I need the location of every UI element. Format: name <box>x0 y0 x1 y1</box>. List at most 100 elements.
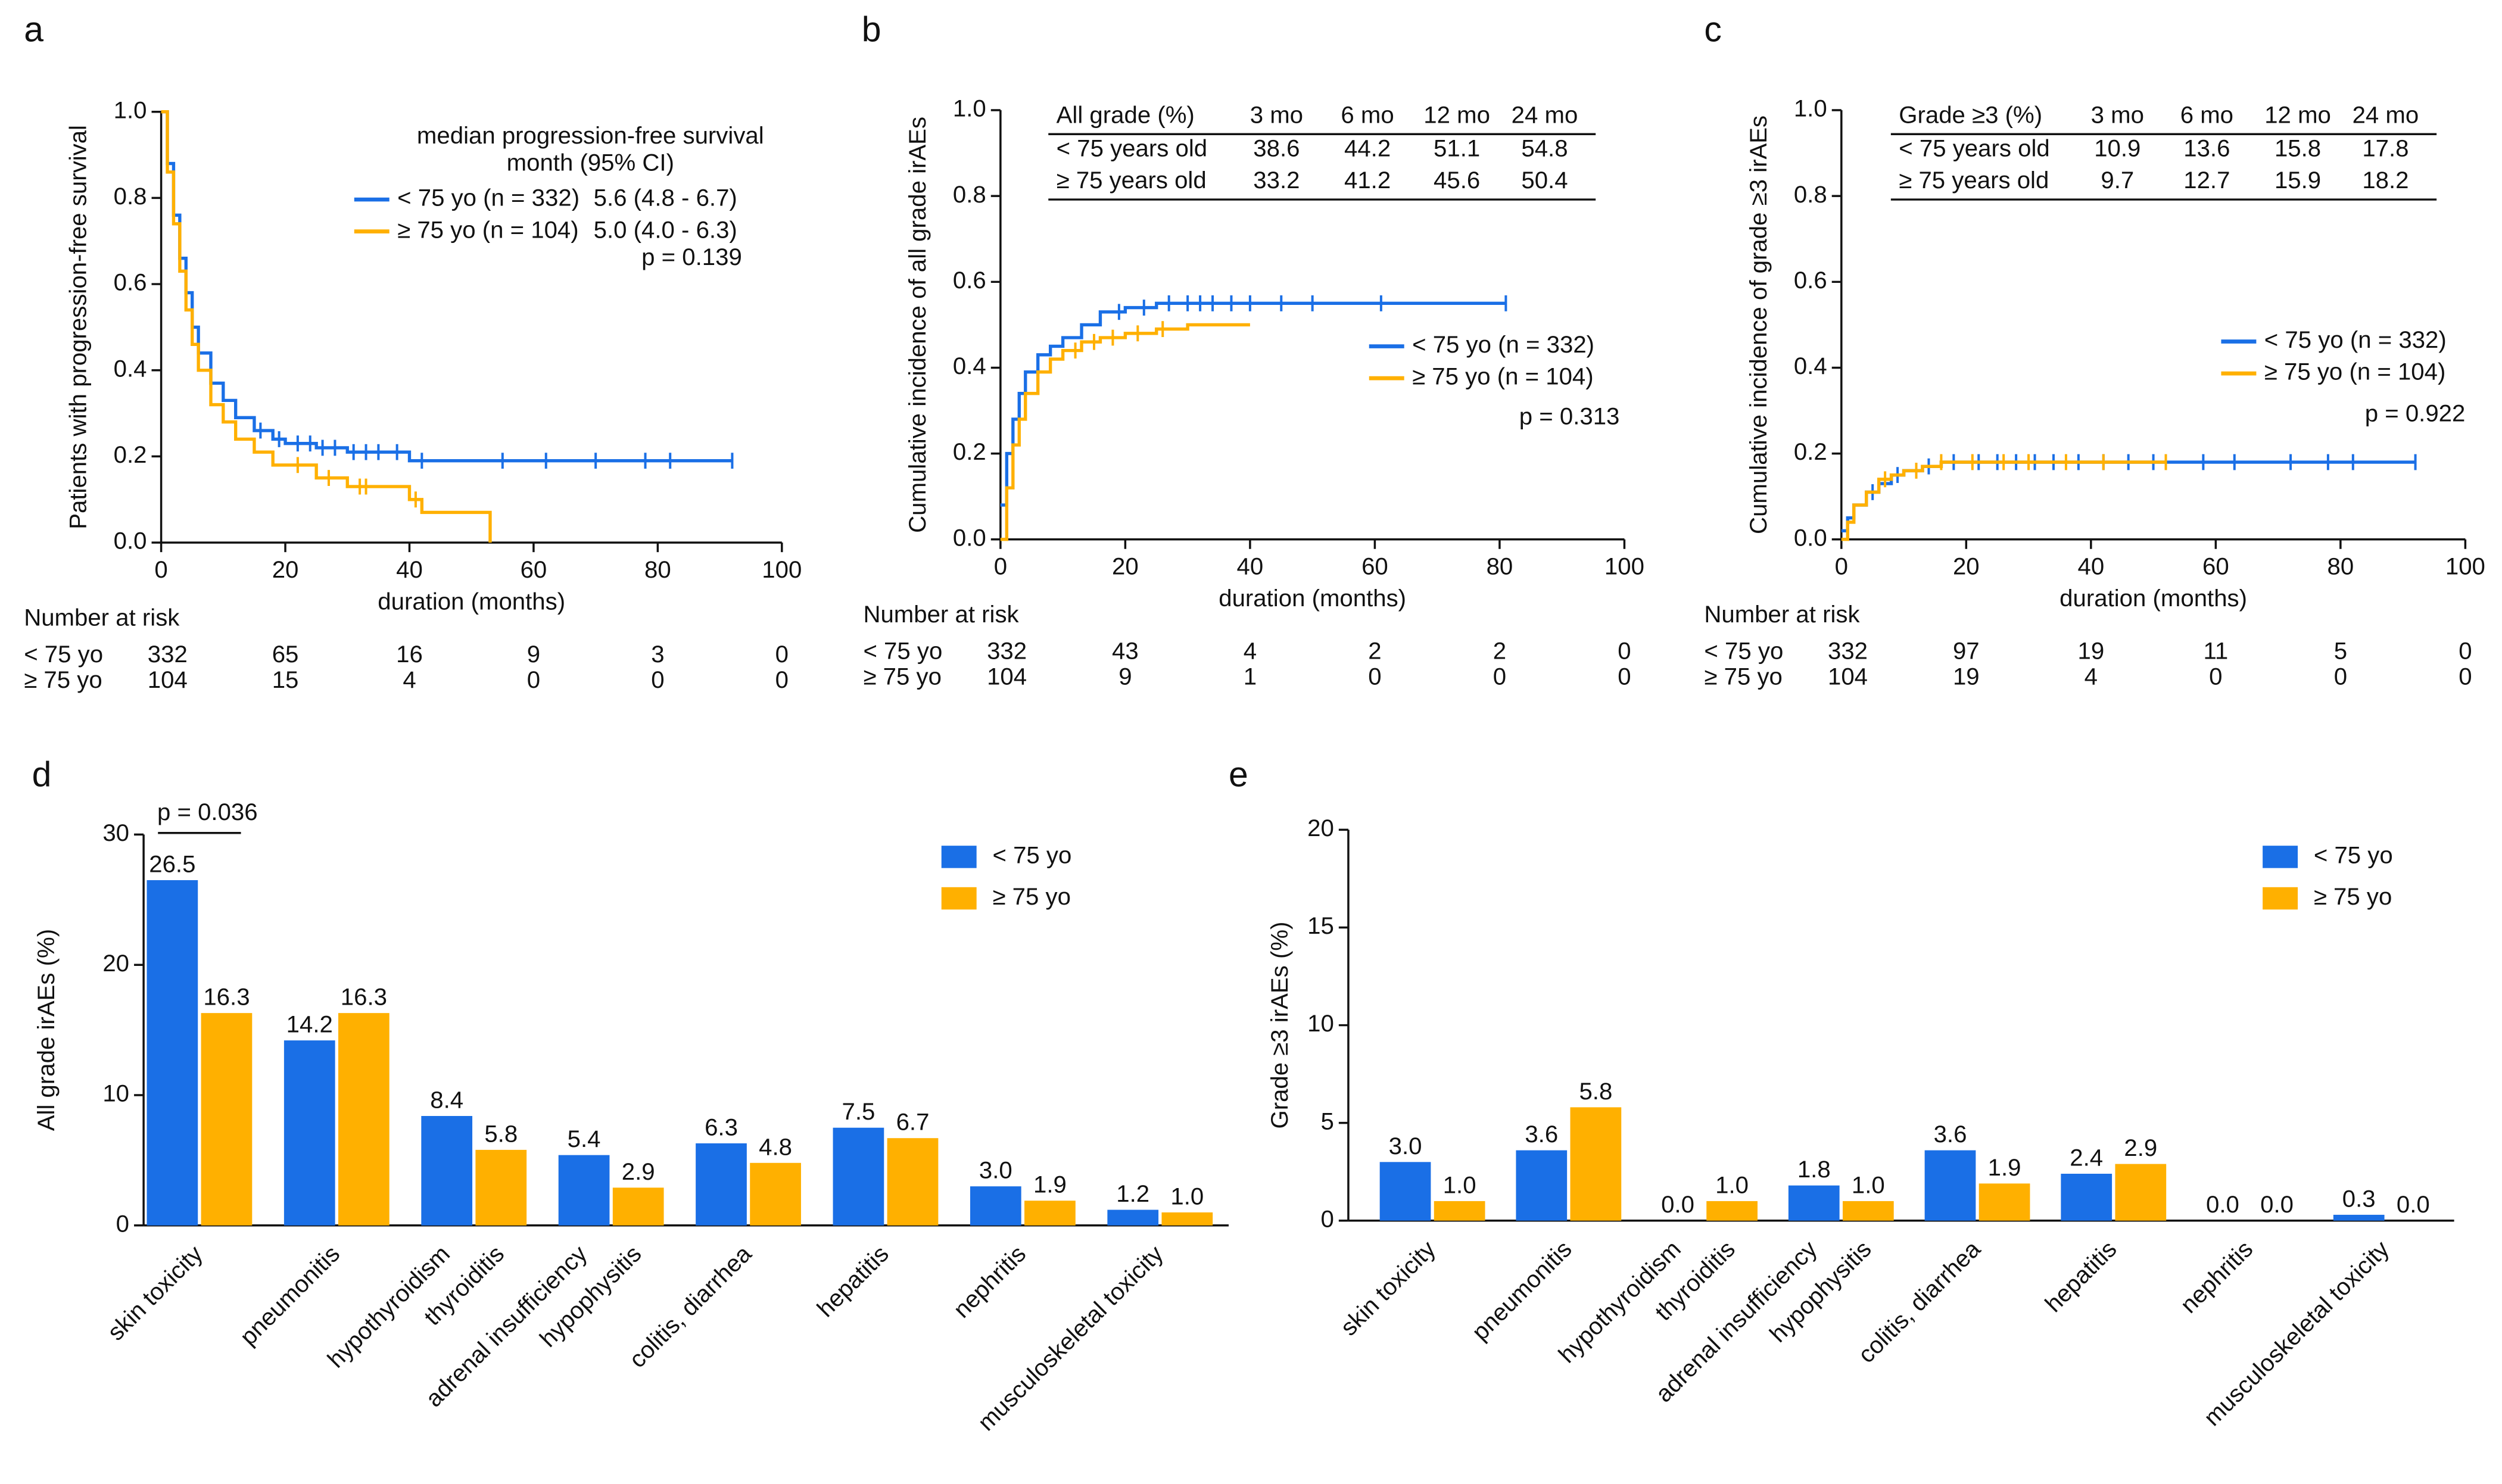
bar <box>1107 1209 1159 1226</box>
table-header: 12 mo <box>1423 101 1490 128</box>
table-header: 12 mo <box>2264 101 2331 128</box>
risk-row-label: < 75 yo <box>863 638 942 665</box>
risk-count: 332 <box>148 641 188 668</box>
bar <box>2333 1214 2385 1221</box>
x-tick-label: 80 <box>644 556 671 583</box>
value-label: 16.3 <box>203 984 250 1011</box>
x-category-label: pneumonitis <box>235 1240 345 1351</box>
x-tick-label: 0 <box>1835 553 1848 580</box>
risk-count: 2 <box>1368 638 1381 665</box>
legend-median: 5.0 (4.0 - 6.3) <box>594 216 737 243</box>
value-label: 1.0 <box>1443 1171 1476 1198</box>
bar <box>1924 1150 1976 1221</box>
bar <box>1434 1201 1485 1221</box>
legend-label: < 75 yo (n = 332) <box>397 185 579 211</box>
risk-count: 0 <box>2209 663 2222 690</box>
survival-curve <box>1000 301 1506 507</box>
table-cell: 12.7 <box>2183 167 2230 194</box>
risk-count: 19 <box>1953 663 1980 690</box>
bar <box>1024 1201 1076 1226</box>
value-label: 1.0 <box>1170 1183 1204 1209</box>
bar <box>1379 1162 1431 1221</box>
risk-count: 43 <box>1112 638 1139 665</box>
survival-curve <box>1841 460 2416 533</box>
risk-count: 0 <box>1618 638 1631 665</box>
x-tick-label: 60 <box>1361 553 1388 580</box>
x-tick-label: 40 <box>396 556 423 583</box>
bar <box>421 1116 473 1226</box>
risk-count: 0 <box>2459 663 2472 690</box>
p-value: p = 0.139 <box>641 244 742 270</box>
x-category-label: nephritis <box>948 1240 1031 1323</box>
bar <box>558 1155 610 1226</box>
table-cell: 33.2 <box>1253 167 1300 194</box>
x-axis-label: duration (months) <box>1219 585 1406 612</box>
y-tick-label: 0.4 <box>114 355 147 382</box>
risk-count: 104 <box>1828 663 1868 690</box>
risk-count: 65 <box>272 641 299 668</box>
x-category-label: skin toxicity <box>1335 1236 1441 1341</box>
x-tick-label: 60 <box>521 556 547 583</box>
value-label: 7.5 <box>842 1098 875 1125</box>
x-tick-label: 0 <box>994 553 1007 580</box>
y-tick-label: 0.2 <box>1794 438 1827 465</box>
table-header: 6 mo <box>1341 101 1394 128</box>
bar <box>887 1138 939 1226</box>
x-tick-label: 80 <box>1487 553 1513 580</box>
table-header: 3 mo <box>1250 101 1303 128</box>
value-label: 0.0 <box>2206 1191 2239 1218</box>
y-axis-label: Grade ≥3 irAEs (%) <box>1266 922 1293 1129</box>
value-label: 6.3 <box>705 1114 738 1140</box>
bar <box>750 1162 801 1226</box>
y-axis-label: Patients with progression-free survival <box>65 125 92 529</box>
bar <box>696 1143 747 1226</box>
value-label: 1.9 <box>1988 1154 2021 1181</box>
bar <box>970 1186 1021 1226</box>
risk-count: 0 <box>2459 638 2472 665</box>
legend-label: < 75 yo <box>992 842 1071 869</box>
y-tick-label: 1.0 <box>1794 95 1827 122</box>
y-tick-label: 0.8 <box>114 183 147 210</box>
y-tick-label: 0.4 <box>953 353 986 379</box>
value-label: 14.2 <box>286 1011 333 1038</box>
table-cell: ≥ 75 years old <box>1899 167 2049 194</box>
risk-title: Number at risk <box>24 604 180 631</box>
table-cell: 9.7 <box>2101 167 2134 194</box>
risk-title: Number at risk <box>1704 601 1860 628</box>
legend-label: ≥ 75 yo (n = 104) <box>1412 363 1594 390</box>
y-tick-label: 0.0 <box>953 524 986 551</box>
table-header: 24 mo <box>1512 101 1578 128</box>
table-cell: 51.1 <box>1434 135 1480 162</box>
y-tick-label: 0 <box>1320 1205 1333 1232</box>
bar <box>1706 1201 1758 1221</box>
legend-label: < 75 yo <box>2314 842 2393 869</box>
risk-count: 4 <box>1244 638 1257 665</box>
x-tick-label: 20 <box>1112 553 1139 580</box>
annotation: month (95% CI) <box>507 149 674 176</box>
risk-title: Number at risk <box>863 601 1019 628</box>
table-cell: 54.8 <box>1521 135 1568 162</box>
value-label: 4.8 <box>759 1133 792 1160</box>
value-label: 3.0 <box>1389 1133 1422 1159</box>
risk-count: 0 <box>1618 663 1631 690</box>
table-header: 3 mo <box>2091 101 2144 128</box>
value-label: 1.2 <box>1116 1180 1149 1207</box>
table-cell: 44.2 <box>1344 135 1391 162</box>
risk-count: 2 <box>1493 638 1506 665</box>
value-label: 5.8 <box>1579 1078 1612 1105</box>
survival-curve <box>161 110 492 543</box>
y-tick-label: 0.4 <box>1794 353 1827 379</box>
x-tick-label: 80 <box>2327 553 2354 580</box>
legend-label: ≥ 75 yo (n = 104) <box>397 216 579 243</box>
risk-count: 15 <box>272 666 299 693</box>
x-category-label: pneumonitis <box>1467 1236 1577 1346</box>
panel-label: b <box>862 10 881 49</box>
risk-count: 104 <box>987 663 1027 690</box>
value-label: 3.6 <box>1934 1121 1967 1148</box>
x-tick-label: 100 <box>762 556 802 583</box>
y-tick-label: 0.6 <box>953 267 986 294</box>
survival-curve <box>1841 460 2166 541</box>
risk-count: 5 <box>2334 638 2347 665</box>
risk-row-label: ≥ 75 yo <box>863 663 941 690</box>
y-tick-label: 0.6 <box>114 269 147 296</box>
